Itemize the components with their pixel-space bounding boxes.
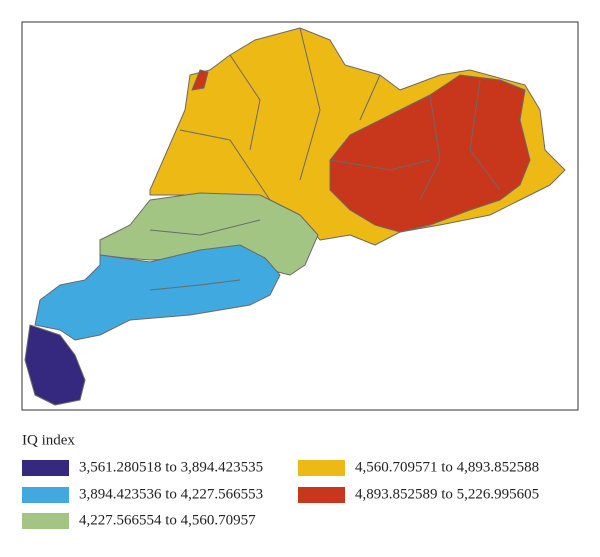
legend-label: 3,894.423536 to 4,227.566553 (79, 486, 263, 502)
legend-label: 3,561.280518 to 3,894.423535 (79, 459, 263, 475)
legend-label: 4,893.852589 to 5,226.995605 (355, 486, 539, 502)
region (99, 192, 319, 276)
legend-swatch (22, 460, 69, 476)
legend-swatch (298, 487, 345, 503)
region (24, 324, 86, 406)
map (24, 27, 566, 406)
region (191, 69, 209, 91)
legend-title: IQ index (22, 432, 75, 448)
legend: 3,561.280518 to 3,894.423535 3,894.423536… (22, 459, 539, 529)
region (34, 244, 281, 341)
boundary (149, 27, 501, 291)
region (329, 74, 531, 233)
legend-label: 4,560.709571 to 4,893.852588 (355, 459, 539, 475)
legend-swatch (22, 487, 69, 503)
legend-label: 4,227.566554 to 4,560.70957 (79, 512, 256, 528)
legend-swatch (298, 460, 345, 476)
legend-swatch (22, 513, 69, 529)
